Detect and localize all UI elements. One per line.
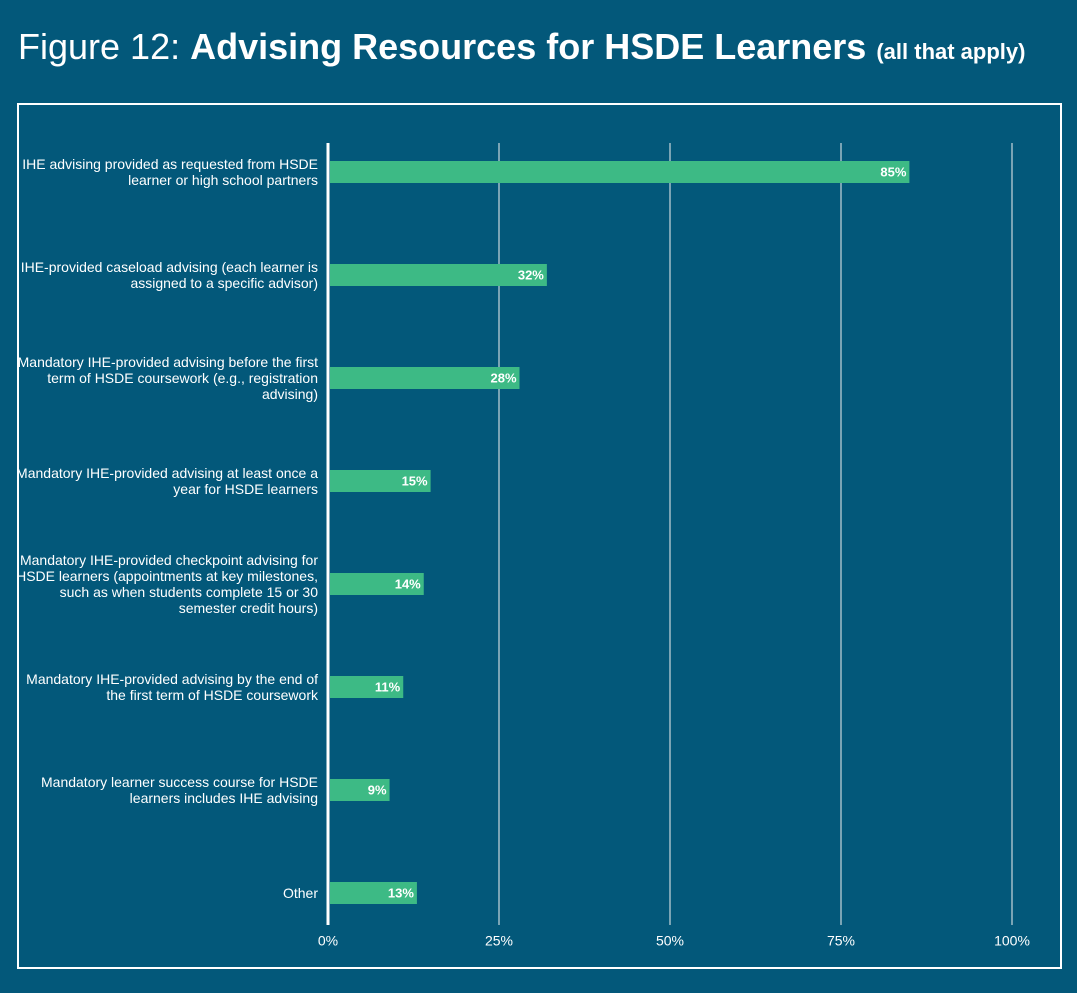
value-label: 9% (368, 782, 387, 797)
category-label: Mandatory IHE-provided advising before t… (17, 354, 318, 402)
bar (330, 676, 404, 698)
bar (330, 882, 417, 904)
chart-title: Advising Resources for HSDE Learners (190, 26, 867, 67)
category-label: IHE advising provided as requested from … (22, 156, 318, 188)
figure-label: Figure 12: (18, 26, 181, 67)
category-label: Mandatory IHE-provided advising by the e… (26, 671, 318, 703)
category-label: Mandatory IHE-provided checkpoint advisi… (16, 552, 318, 616)
bar (330, 573, 424, 595)
value-label: 13% (388, 885, 414, 900)
x-tick-label: 100% (994, 933, 1030, 949)
x-tick-label: 0% (318, 933, 338, 949)
x-tick-label: 50% (656, 933, 684, 949)
bar (330, 264, 547, 286)
value-label: 28% (490, 370, 516, 385)
category-label: IHE-provided caseload advising (each lea… (20, 259, 318, 291)
value-label: 11% (375, 679, 401, 694)
frame (17, 103, 1062, 969)
title-note: (all that apply) (876, 39, 1026, 64)
bar (330, 367, 520, 389)
value-label: 85% (880, 164, 906, 179)
value-label: 32% (518, 267, 544, 282)
bar (330, 470, 431, 492)
bar (330, 779, 390, 801)
value-label: 15% (402, 473, 428, 488)
category-label: Mandatory learner success course for HSD… (41, 774, 318, 806)
bar (330, 161, 910, 183)
x-tick-label: 75% (827, 933, 855, 949)
category-label: Other (282, 885, 318, 901)
x-tick-label: 25% (485, 933, 513, 949)
category-label: Mandatory IHE-provided advising at least… (16, 465, 318, 497)
value-label: 14% (395, 576, 421, 591)
title-block: Figure 12: Advising Resources for HSDE L… (18, 26, 1025, 68)
